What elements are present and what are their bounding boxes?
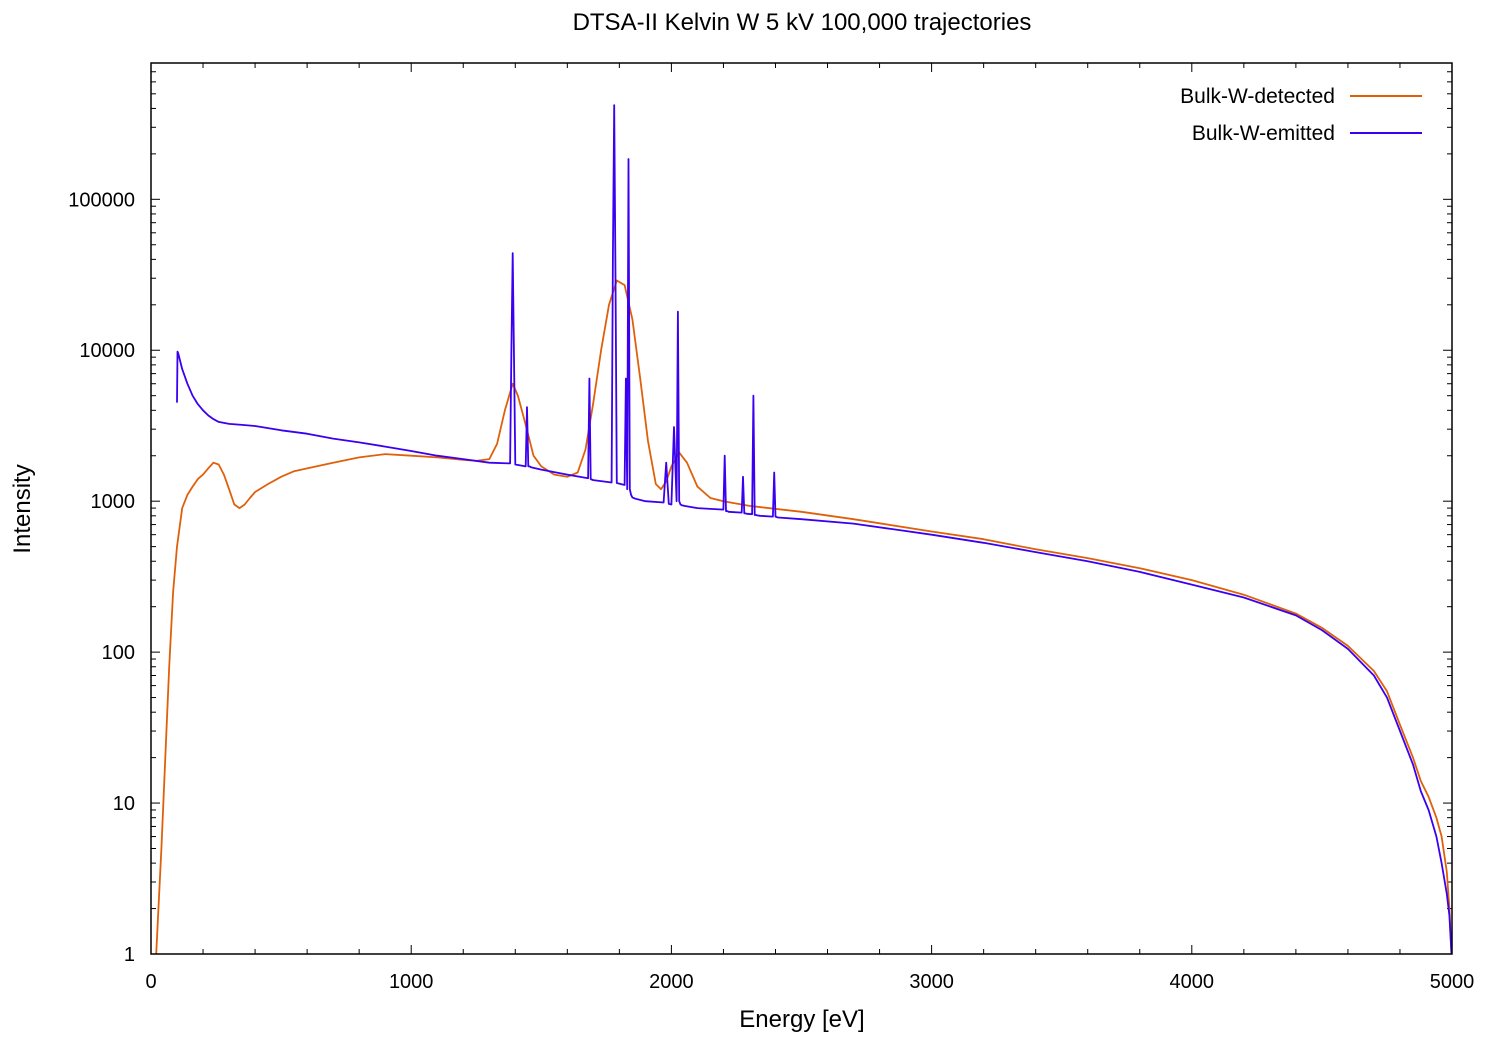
series-line-bulk-w-detected (155, 279, 1453, 955)
y-tick-label: 1000 (91, 491, 136, 513)
legend-label: Bulk-W-emitted (1192, 122, 1335, 145)
x-tick-label: 5000 (1430, 971, 1475, 993)
x-axis-title: Energy [eV] (739, 1006, 864, 1033)
legend-label: Bulk-W-detected (1180, 85, 1335, 108)
x-tick-label: 1000 (389, 971, 434, 993)
x-tick-label: 3000 (909, 971, 954, 993)
y-axis-title: Intensity (9, 464, 36, 553)
y-tick-label: 1 (124, 944, 135, 966)
axis-ticks: 0 1000 2000 3000 4000 5000 1 10 100 1000 10000 1000… (68, 62, 1475, 993)
series-line-bulk-w-emitted (176, 104, 1453, 955)
series-layer (155, 104, 1453, 955)
y-tick-label: 100000 (68, 189, 135, 211)
y-tick-label: 10 (113, 793, 135, 815)
plot-frame (150, 62, 1453, 955)
chart-title: DTSA-II Kelvin W 5 kV 100,000 trajectori… (573, 9, 1032, 36)
x-tick-label: 4000 (1170, 971, 1215, 993)
x-tick-label: 0 (145, 971, 156, 993)
x-tick-label: 2000 (649, 971, 694, 993)
y-tick-label: 10000 (79, 340, 135, 362)
y-tick-label: 100 (102, 642, 135, 664)
legend: Bulk-W-detected Bulk-W-emitted (1180, 85, 1422, 145)
